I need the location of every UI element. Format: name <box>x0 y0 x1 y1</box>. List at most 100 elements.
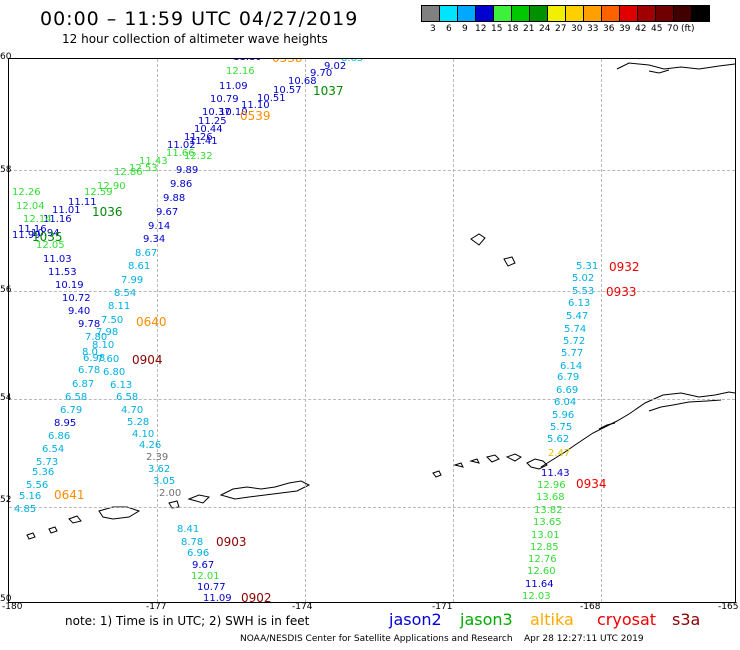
longitude-label: -174 <box>292 602 313 612</box>
wave-height-reading: 12.86 <box>114 167 143 178</box>
wave-height-reading: 8.78 <box>181 537 204 548</box>
wave-height-reading: 6.58 <box>65 392 88 403</box>
latitude-gridline <box>9 291 735 292</box>
latitude-label: 60 <box>0 52 12 62</box>
wave-height-reading: 13.82 <box>534 505 563 516</box>
wave-height-reading: 13.01 <box>531 530 560 541</box>
longitude-gridline <box>305 59 306 602</box>
legend-label: 42 <box>635 24 647 34</box>
wave-height-reading: 6.69 <box>556 385 579 396</box>
legend-label: 45 <box>651 24 663 34</box>
wave-height-reading: 6.80 <box>103 367 126 378</box>
wave-height-reading: 11.41 <box>189 136 218 147</box>
legend-swatch <box>457 5 476 22</box>
legend-swatch <box>673 5 692 22</box>
wave-height-reading: 11.01 <box>52 205 81 216</box>
page-title: 00:00 – 11:59 UTC 04/27/2019 <box>40 8 359 30</box>
wave-height-reading: 10.79 <box>210 94 239 105</box>
wave-height-reading: 5.74 <box>564 324 587 335</box>
wave-height-reading: 12.85 <box>530 542 559 553</box>
wave-height-reading: 11.02 <box>167 140 196 151</box>
wave-height-reading: 6.78 <box>78 365 101 376</box>
wave-height-reading: 11.43 <box>139 156 168 167</box>
wave-height-reading: 10.57 <box>273 85 302 96</box>
latitude-gridline <box>9 507 735 508</box>
legend-label: 21 <box>523 24 535 34</box>
color-legend: 3 6 9 12 15 18 21 24 27 30 33 36 39 42 45 70 (ft) <box>421 5 710 36</box>
wave-height-reading: 10.37 <box>202 107 231 118</box>
wave-height-reading: 8.10 <box>92 340 115 351</box>
coastline-outline <box>26 62 735 540</box>
wave-height-reading: 7.99 <box>121 275 144 286</box>
longitude-label: -171 <box>432 602 453 612</box>
longitude-label: -165 <box>718 602 739 612</box>
wave-height-reading: 6.79 <box>557 372 580 383</box>
satellite-legend-cryosat: cryosat <box>597 610 657 629</box>
wave-height-reading: 10.19 <box>55 280 84 291</box>
wave-height-reading: 10.51 <box>257 93 286 104</box>
wave-height-reading: 10.72 <box>62 293 91 304</box>
wave-height-reading: 8.0 <box>82 347 98 358</box>
wave-height-reading: 12.16 <box>226 66 255 77</box>
wave-height-reading: 8.54 <box>114 288 137 299</box>
legend-label: 24 <box>539 24 551 34</box>
legend-label: 12 <box>475 24 487 34</box>
satellite-legend-jason3: jason3 <box>460 610 513 629</box>
legend-swatch <box>439 5 458 22</box>
wave-height-reading: 4.10 <box>132 429 155 440</box>
pass-time-label: 0903 <box>216 535 247 549</box>
legend-label: 3 <box>430 24 436 34</box>
footer-note: note: 1) Time is in UTC; 2) SWH is in fe… <box>65 614 310 628</box>
wave-height-reading: 5.31 <box>576 261 599 272</box>
wave-height-reading: 7.98 <box>96 327 119 338</box>
pass-time-label: 0904 <box>132 353 163 367</box>
wave-height-reading: 9.67 <box>192 560 215 571</box>
wave-height-reading: 5.28 <box>127 417 150 428</box>
longitude-label: -177 <box>146 602 167 612</box>
wave-height-reading: 6.96 <box>187 548 210 559</box>
wave-height-reading: 5.62 <box>547 434 570 445</box>
legend-label: 70 <box>667 24 679 34</box>
wave-height-reading: 10.94 <box>31 228 60 239</box>
wave-height-reading: 12.60 <box>527 566 556 577</box>
page-subtitle: 12 hour collection of altimeter wave hei… <box>62 32 328 46</box>
legend-swatch <box>637 5 656 22</box>
wave-height-reading: 7.80 <box>85 332 108 343</box>
legend-swatch <box>511 5 530 22</box>
wave-height-reading: 12.03 <box>522 591 551 602</box>
wave-height-reading: 10.68 <box>288 76 317 87</box>
wave-height-reading: 11.64 <box>525 579 554 590</box>
legend-label: 15 <box>491 24 503 34</box>
legend-label: 18 <box>507 24 519 34</box>
longitude-gridline <box>601 59 602 602</box>
wave-height-reading: 12.01 <box>191 571 220 582</box>
wave-height-reading: 12.59 <box>84 187 113 198</box>
legend-swatch <box>547 5 566 22</box>
wave-height-reading: 5.53 <box>572 286 595 297</box>
wave-height-reading: 8.11 <box>108 301 131 312</box>
wave-height-reading: 9.78 <box>78 319 101 330</box>
latitude-label: 54 <box>0 393 12 403</box>
latitude-gridline <box>9 399 735 400</box>
wave-height-reading: 12.04 <box>16 201 45 212</box>
wave-height-reading: 6.86 <box>48 431 71 442</box>
wave-height-reading: 11.25 <box>198 116 227 127</box>
wave-height-reading: 6.58 <box>116 392 139 403</box>
wave-height-reading: 5.72 <box>563 336 586 347</box>
wave-height-reading: 6.54 <box>42 444 65 455</box>
wave-height-reading: 9.34 <box>143 234 166 245</box>
wave-height-reading: 11.03 <box>43 254 72 265</box>
wave-height-reading: 11.26 <box>184 132 213 143</box>
credit-text: NOAA/NESDIS Center for Satellite Applica… <box>240 634 513 644</box>
wave-height-reading: 9.70 <box>310 68 333 79</box>
wave-height-reading: 10.44 <box>194 124 223 135</box>
wave-height-reading: 5.36 <box>32 467 55 478</box>
latitude-label: 56 <box>0 285 12 295</box>
wave-height-reading: 12.14 <box>23 214 52 225</box>
map-panel[interactable]: 11.108.659.0212.169.7010.6811.0910.5710.… <box>8 58 736 603</box>
legend-swatch <box>691 5 710 22</box>
legend-swatch <box>421 5 440 22</box>
latitude-label: 50 <box>0 594 12 604</box>
pass-time-label: 1035 <box>32 230 63 244</box>
longitude-gridline <box>453 59 454 602</box>
